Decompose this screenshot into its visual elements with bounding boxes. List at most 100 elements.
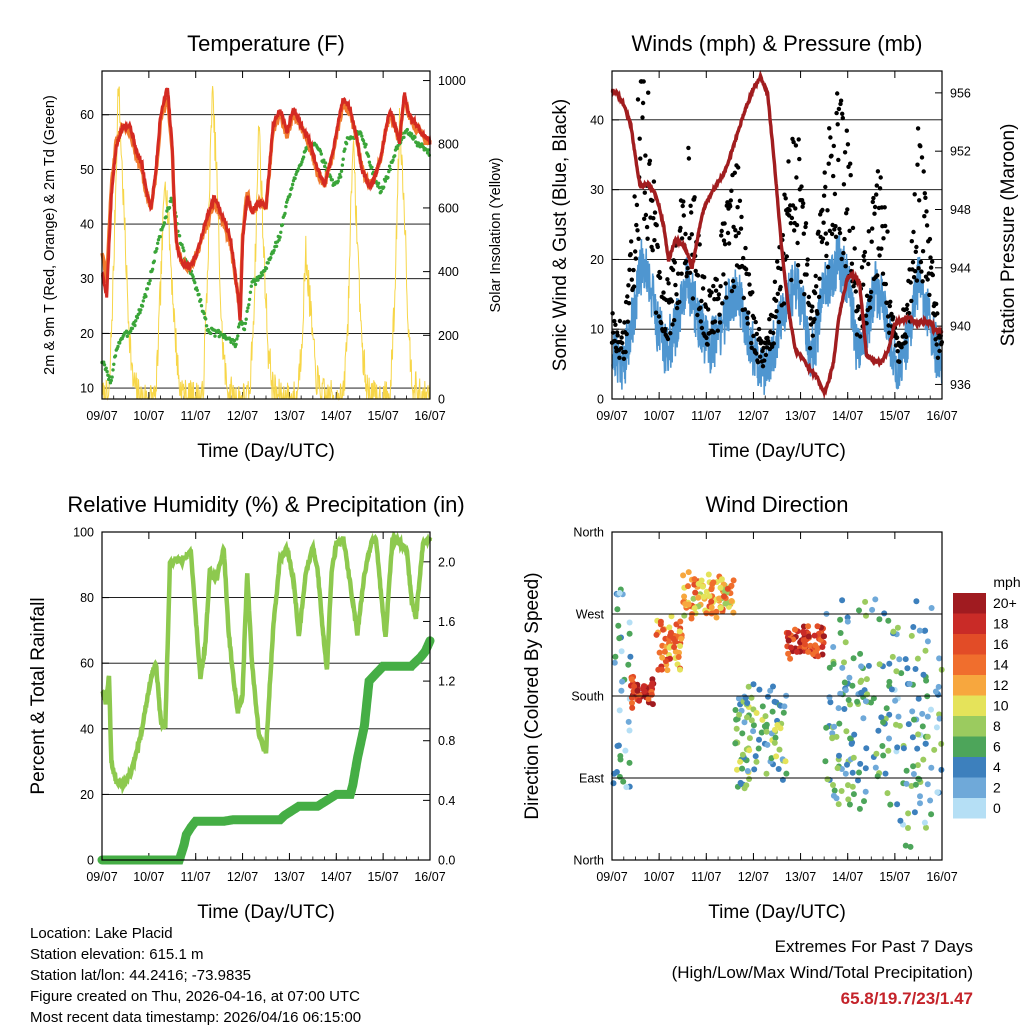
direction-point [838, 788, 845, 794]
y-tick-label: 30 [590, 183, 604, 197]
gust-point [753, 319, 758, 325]
direction-point [924, 638, 931, 645]
gust-point [870, 199, 875, 205]
direction-point [848, 740, 855, 747]
gust-point [673, 282, 678, 288]
gust-point [705, 342, 710, 347]
direction-point [822, 758, 829, 765]
td-point [248, 290, 253, 294]
gust-point [621, 356, 627, 361]
gust-point [731, 224, 736, 230]
td-point [426, 148, 431, 152]
direction-point [785, 637, 792, 644]
gust-point [647, 158, 653, 163]
gust-point [612, 338, 617, 344]
direction-point [903, 767, 910, 774]
direction-point [710, 579, 717, 586]
gust-point [853, 289, 858, 294]
gust-point [775, 291, 780, 296]
gust-point [697, 242, 702, 247]
direction-point [667, 632, 674, 639]
gust-point [882, 205, 887, 210]
gust-point [878, 175, 883, 180]
td-point [145, 287, 150, 291]
gust-point [802, 292, 807, 297]
gust-point [812, 317, 817, 322]
td-point [253, 282, 258, 287]
gust-point [840, 111, 845, 117]
direction-point [703, 610, 710, 617]
gust-point [650, 248, 655, 253]
direction-point [916, 627, 923, 634]
gust-point [911, 275, 917, 280]
direction-point [677, 618, 684, 625]
direction-point [910, 771, 917, 777]
gust-point [668, 331, 673, 336]
direction-point [627, 653, 634, 660]
direction-point [927, 797, 934, 804]
direction-point [911, 716, 917, 723]
direction-point [906, 680, 913, 687]
direction-point [847, 735, 854, 742]
gust-point [672, 318, 677, 323]
series-solar-insolation [101, 85, 431, 401]
direction-point [849, 783, 856, 790]
direction-point [928, 764, 935, 771]
direction-point [648, 691, 655, 698]
direction-point [744, 768, 751, 774]
direction-point [753, 710, 760, 716]
td-point [191, 275, 195, 279]
y-tick-label: East [579, 772, 605, 786]
direction-point [928, 605, 935, 611]
gust-point [652, 238, 657, 243]
td-point [328, 175, 333, 179]
gust-point [793, 143, 799, 148]
x-tick-label: 10/07 [133, 870, 164, 884]
gust-point [746, 272, 752, 277]
gust-point [698, 305, 703, 310]
gust-point [829, 231, 835, 237]
gust-point [679, 271, 684, 276]
x-tick-label: 15/07 [879, 409, 910, 423]
direction-point [655, 666, 662, 673]
gust-point [884, 300, 890, 306]
direction-point [936, 655, 943, 662]
td-point [260, 273, 264, 277]
gust-point [906, 310, 912, 316]
td-point [180, 243, 184, 247]
td-point [204, 317, 208, 321]
gust-point [812, 290, 818, 296]
gust-point [795, 240, 800, 246]
gust-point [758, 354, 763, 359]
gust-point [618, 346, 624, 351]
direction-point [634, 687, 641, 694]
td-point [290, 182, 295, 187]
direction-point [717, 584, 724, 591]
x-tick-label: 12/07 [227, 870, 258, 884]
y-axis-label: Percent & Total Rainfall [28, 597, 49, 794]
gust-point [831, 143, 836, 149]
direction-point [873, 750, 880, 757]
direction-point [837, 690, 844, 697]
gust-point [693, 268, 698, 274]
direction-point [645, 696, 652, 702]
gust-point [813, 273, 818, 279]
colorbar-label: 10 [993, 698, 1009, 714]
station-elevation: Station elevation: 615.1 m [30, 946, 204, 963]
direction-point [826, 694, 833, 701]
gust-point [749, 340, 754, 346]
gust-point [636, 236, 641, 241]
direction-point [653, 631, 660, 638]
direction-point [788, 644, 794, 651]
gust-point [839, 256, 844, 262]
gust-point [645, 236, 650, 241]
td-point [245, 309, 249, 313]
gust-point [736, 165, 741, 170]
direction-point [913, 598, 920, 605]
gust-point [719, 233, 724, 238]
direction-point [862, 598, 869, 605]
x-tick-label: 16/07 [926, 870, 957, 884]
direction-point [772, 734, 779, 741]
direction-point [876, 616, 883, 623]
gust-point [642, 216, 647, 221]
